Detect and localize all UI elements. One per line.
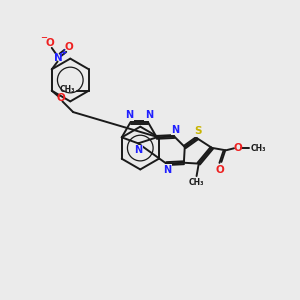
Text: N: N [134,145,142,155]
Text: O: O [215,165,224,175]
Text: O: O [65,42,74,52]
Text: CH₃: CH₃ [60,85,75,94]
Text: S: S [194,126,202,136]
Text: O: O [45,38,54,48]
Text: N: N [163,165,171,175]
Text: +: + [60,48,67,57]
Text: N: N [54,52,63,63]
Text: CH₃: CH₃ [189,178,204,187]
Text: CH₃: CH₃ [250,144,266,153]
Text: N: N [171,124,179,134]
Text: −: − [40,33,47,42]
Text: O: O [233,143,242,153]
Text: N: N [125,110,134,120]
Text: N: N [145,110,153,120]
Text: O: O [56,94,65,103]
